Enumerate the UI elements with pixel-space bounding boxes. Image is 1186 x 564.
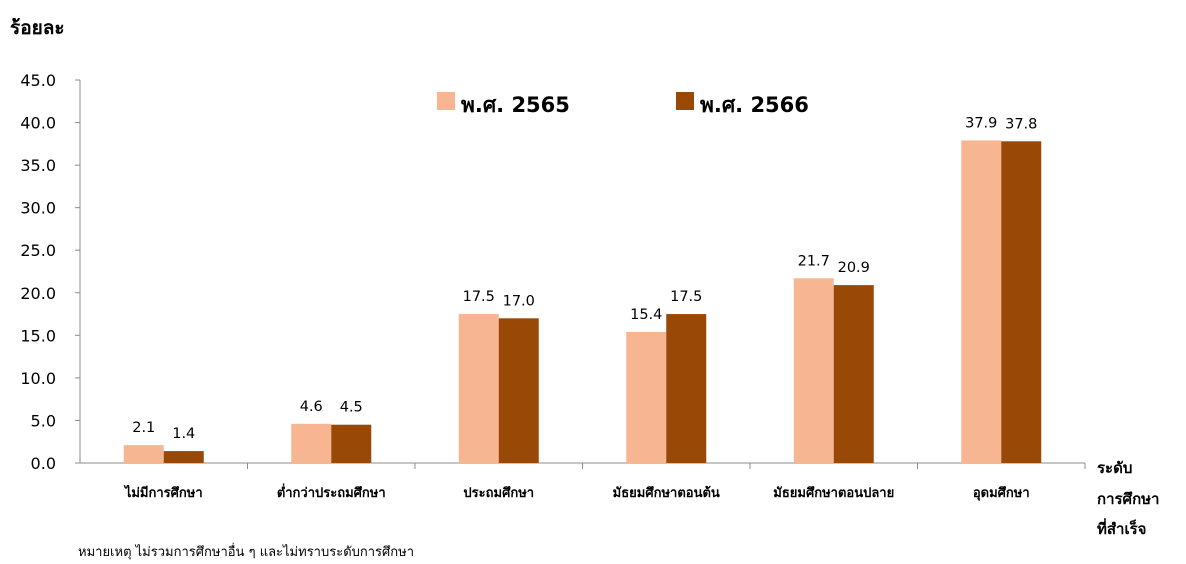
bar-2566: [498, 318, 539, 463]
value-label: 20.9: [838, 260, 870, 276]
bar-2566: [331, 424, 372, 463]
y-tick-label: 25.0: [20, 241, 56, 260]
category-label: ประถมศึกษา: [463, 485, 534, 501]
category-label: ไม่มีการศึกษา: [123, 484, 203, 501]
legend: พ.ศ. 2565 พ.ศ. 2566: [437, 92, 809, 117]
value-label: 37.8: [1005, 116, 1037, 132]
bar-2565: [961, 140, 1002, 463]
chart-note: หมายเหตุ ไม่รวมการศึกษาอื่น ๆ และไม่ทราบ…: [78, 543, 414, 560]
y-tick-label: 0.0: [31, 454, 56, 473]
value-label: 17.0: [503, 293, 535, 309]
value-label: 17.5: [670, 289, 702, 305]
y-tick-label: 5.0: [31, 411, 56, 430]
value-label: 4.5: [340, 400, 363, 416]
y-tick-label: 10.0: [20, 369, 56, 388]
value-labels: 2.1 1.4 4.6 4.5 17.5 17.0 15.4 17.5 21.7 20.9 37.9…: [132, 115, 1037, 442]
bar-2566: [163, 451, 204, 463]
legend-label-2565: พ.ศ. 2565: [461, 93, 570, 117]
y-tick-label: 40.0: [20, 114, 56, 133]
bar-2565: [458, 314, 499, 463]
x-axis-title-line-1: ระดับ: [1097, 459, 1132, 477]
x-ticks: [247, 463, 1086, 469]
value-label: 21.7: [798, 253, 830, 269]
bar-2565: [793, 278, 834, 463]
legend-swatch-2566: [676, 92, 694, 110]
x-axis-title: ระดับ การศึกษา ที่สำเร็จ: [1097, 459, 1159, 538]
value-label: 4.6: [300, 399, 323, 415]
category-labels: ไม่มีการศึกษา ต่ำกว่าประถมศึกษา ประถมศึกษา…: [123, 483, 1030, 501]
category-label: มัธยมศึกษาตอนต้น: [613, 485, 720, 501]
bar-2565: [123, 445, 164, 463]
legend-swatch-2565: [437, 92, 455, 110]
bar-2566: [1001, 141, 1042, 463]
y-tick-label: 35.0: [20, 156, 56, 175]
category-label: มัธยมศึกษาตอนปลาย: [773, 485, 894, 501]
bar-2566: [833, 285, 874, 463]
value-label: 1.4: [172, 426, 195, 442]
value-label: 17.5: [463, 289, 495, 305]
bars: [123, 140, 1042, 463]
x-axis-title-line-3: ที่สำเร็จ: [1097, 518, 1146, 538]
value-label: 15.4: [630, 307, 662, 323]
y-axis-title: ร้อยละ: [10, 17, 65, 39]
bar-2565: [626, 331, 667, 463]
x-axis-title-line-2: การศึกษา: [1097, 490, 1159, 508]
bar-2566: [666, 314, 707, 463]
x-axis: ไม่มีการศึกษา ต่ำกว่าประถมศึกษา ประถมศึกษา…: [80, 462, 1086, 501]
value-label: 37.9: [965, 115, 997, 131]
legend-label-2566: พ.ศ. 2566: [700, 93, 809, 117]
y-axis: 0.0 5.0 10.0 15.0 20.0 25.0 30.0 35.0 40.0 45.0: [20, 71, 81, 473]
category-label: ต่ำกว่าประถมศึกษา: [277, 483, 386, 501]
y-ticks: 0.0 5.0 10.0 15.0 20.0 25.0 30.0 35.0 40.0 45.0: [20, 71, 80, 473]
y-tick-label: 20.0: [20, 284, 56, 303]
category-label: อุดมศึกษา: [973, 485, 1030, 501]
y-tick-label: 30.0: [20, 199, 56, 218]
y-tick-label: 15.0: [20, 326, 56, 345]
bar-2565: [291, 423, 332, 463]
y-tick-label: 45.0: [20, 71, 56, 90]
value-label: 2.1: [132, 420, 155, 436]
